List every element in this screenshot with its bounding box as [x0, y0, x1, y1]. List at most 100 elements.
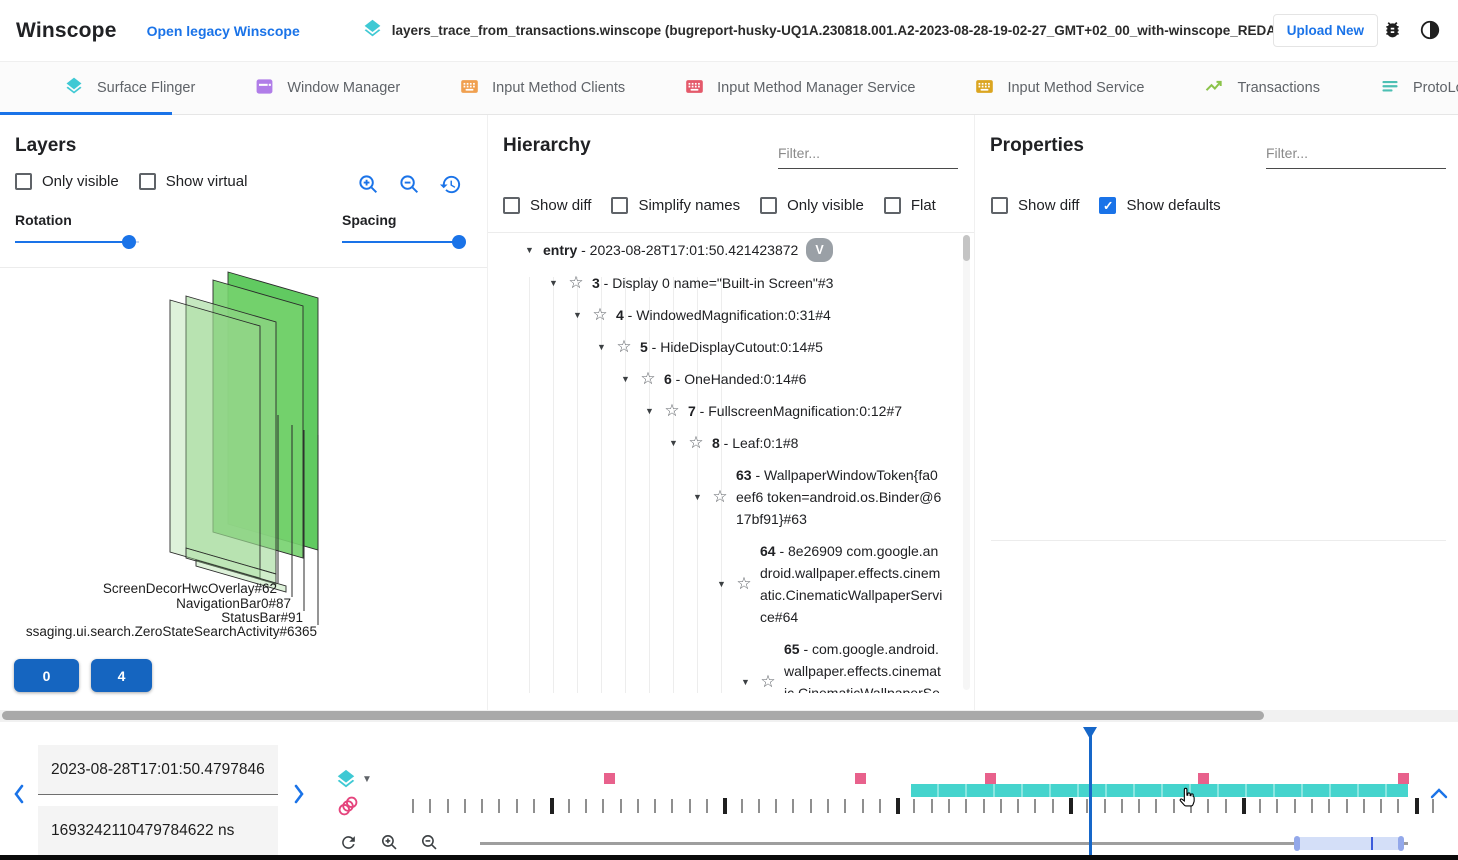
timeline-tick: [965, 799, 968, 813]
pin-star-icon[interactable]: ☆: [688, 433, 704, 452]
expand-arrow-icon[interactable]: ▼: [621, 374, 630, 384]
checkbox-box[interactable]: [15, 173, 32, 190]
refresh-icon[interactable]: [339, 833, 358, 857]
reset-view-icon[interactable]: [439, 173, 462, 196]
checkbox-box[interactable]: [611, 197, 629, 214]
transition-event-marker[interactable]: [604, 773, 615, 784]
trace-selector-dropdown-icon[interactable]: ▼: [362, 774, 372, 785]
tab-input-method-service[interactable]: Input Method Service: [945, 62, 1174, 114]
pin-star-icon[interactable]: ☆: [616, 337, 632, 356]
open-legacy-link[interactable]: Open legacy Winscope: [146, 22, 300, 39]
next-entry-arrow[interactable]: [292, 782, 306, 806]
tree-node-entry[interactable]: ▼ entry - 2023-08-28T17:01:50.421423872 V: [503, 233, 943, 267]
hierarchy-scrollbar[interactable]: [963, 235, 970, 690]
timeline-tick: [878, 799, 881, 813]
only-visible-checkbox[interactable]: Only visible: [15, 173, 119, 190]
expand-arrow-icon[interactable]: ▼: [717, 579, 726, 589]
properties-filter-input[interactable]: Filter...: [1266, 145, 1446, 169]
tree-node-label: 4 - WindowedMagnification:0:31#4: [616, 307, 831, 323]
transition-event-marker[interactable]: [985, 773, 996, 784]
tree-node-3[interactable]: ▼ ☆ 3 - Display 0 name="Built-in Screen"#3: [503, 267, 943, 299]
transition-event-marker[interactable]: [855, 773, 866, 784]
expand-arrow-icon[interactable]: ▼: [597, 342, 606, 352]
pin-star-icon[interactable]: ☆: [640, 369, 656, 388]
expand-arrow-icon[interactable]: ▼: [645, 406, 654, 416]
only-visible-checkbox[interactable]: Only visible: [760, 197, 864, 214]
spacing-slider[interactable]: [342, 235, 466, 249]
tab-transactions[interactable]: Transactions: [1174, 62, 1349, 114]
checkbox-box[interactable]: [991, 197, 1008, 214]
expand-arrow-icon[interactable]: ▼: [741, 677, 750, 687]
upload-new-button[interactable]: Upload New: [1272, 14, 1378, 47]
tree-node-5[interactable]: ▼ ☆ 5 - HideDisplayCutout:0:14#5: [503, 331, 943, 363]
spacing-slider-thumb[interactable]: [452, 235, 466, 249]
timeline-tick: [515, 799, 518, 813]
checkbox-box[interactable]: [883, 197, 901, 214]
flat-checkbox[interactable]: Flat: [883, 197, 936, 214]
bug-report-icon[interactable]: [1382, 19, 1405, 42]
tab-protolog[interactable]: ProtoLog: [1350, 62, 1458, 114]
expand-arrow-icon[interactable]: ▼: [693, 492, 702, 502]
zoom-range-selection[interactable]: [1297, 837, 1401, 850]
show-diff-checkbox[interactable]: Show diff: [503, 197, 591, 214]
pin-star-icon[interactable]: ☆: [664, 401, 680, 420]
zoom-range-handle-left[interactable]: [1294, 836, 1300, 851]
expand-arrow-icon[interactable]: ▼: [525, 245, 534, 255]
tree-node-6[interactable]: ▼ ☆ 6 - OneHanded:0:14#6: [503, 363, 943, 395]
tree-node-65[interactable]: ▼ ☆ 65 - com.google.android.wallpaper.effe…: [503, 633, 943, 693]
dark-mode-toggle-icon[interactable]: [1419, 19, 1442, 42]
transition-event-marker[interactable]: [1398, 773, 1409, 784]
pin-star-icon[interactable]: ☆: [760, 672, 776, 691]
tree-node-63[interactable]: ▼ ☆ 63 - WallpaperWindowToken{fa0eef6 toke…: [503, 459, 943, 535]
timeline-cursor[interactable]: [1089, 727, 1092, 855]
horizontal-scrollbar[interactable]: [0, 710, 1458, 722]
pin-star-icon[interactable]: ☆: [592, 305, 608, 324]
show-virtual-checkbox[interactable]: Show virtual: [138, 173, 247, 190]
zoom-out-icon[interactable]: [398, 173, 421, 196]
tree-node-7[interactable]: ▼ ☆ 7 - FullscreenMagnification:0:12#7: [503, 395, 943, 427]
tree-node-8[interactable]: ▼ ☆ 8 - Leaf:0:1#8: [503, 427, 943, 459]
timeline-zoom-out-icon[interactable]: [420, 833, 439, 857]
expand-arrow-icon[interactable]: ▼: [573, 310, 582, 320]
tab-input-method-clients[interactable]: Input Method Clients: [430, 62, 655, 114]
layers-3d-view[interactable]: [0, 268, 487, 648]
tab-surface-flinger[interactable]: Surface Flinger: [34, 62, 225, 114]
zoom-range-handle-right[interactable]: [1398, 836, 1404, 851]
transition-event-marker[interactable]: [1198, 773, 1209, 784]
zoom-in-icon[interactable]: [357, 173, 380, 196]
zoom-range-track[interactable]: [480, 842, 1408, 845]
rotation-slider-thumb[interactable]: [122, 235, 136, 249]
surface-flinger-trace-bar[interactable]: [911, 784, 1408, 797]
prev-entry-arrow[interactable]: [12, 782, 26, 806]
transitions-trace-icon[interactable]: [337, 795, 359, 822]
tree-node-64[interactable]: ▼ ☆ 64 - 8e26909 com.google.android.wallpa…: [503, 535, 943, 633]
tab-window-manager[interactable]: Window Manager: [225, 62, 430, 114]
show-diff-checkbox[interactable]: Show diff: [991, 197, 1079, 214]
expand-arrow-icon[interactable]: ▼: [549, 278, 558, 288]
pin-star-icon[interactable]: ☆: [712, 487, 728, 506]
surface-flinger-trace-icon[interactable]: [335, 768, 357, 795]
layer-3d-label: NavigationBar0#87: [176, 596, 291, 611]
show-defaults-checkbox[interactable]: Show defaults: [1099, 197, 1221, 214]
layer-id-button-4[interactable]: 4: [91, 659, 152, 692]
tab-input-method-manager-service[interactable]: Input Method Manager Service: [655, 62, 945, 114]
layer-id-button-0[interactable]: 0: [14, 659, 79, 692]
tree-node-4[interactable]: ▼ ☆ 4 - WindowedMagnification:0:31#4: [503, 299, 943, 331]
horizontal-scrollbar-thumb[interactable]: [2, 711, 1264, 720]
timestamp-human-input[interactable]: 2023-08-28T17:01:50.4797846: [38, 745, 278, 795]
checkbox-box[interactable]: [760, 197, 778, 214]
collapse-timeline-icon[interactable]: [1430, 786, 1448, 804]
expand-arrow-icon[interactable]: ▼: [669, 438, 678, 448]
timeline-tick: [1207, 799, 1210, 813]
hierarchy-filter-input[interactable]: Filter...: [778, 145, 958, 169]
timestamp-ns-input[interactable]: 1693242110479784622 ns: [38, 806, 278, 856]
pin-star-icon[interactable]: ☆: [736, 574, 752, 593]
checkbox-box[interactable]: [138, 173, 156, 190]
checkbox-box[interactable]: [503, 197, 520, 214]
timeline-tick: [947, 799, 950, 813]
timeline-zoom-in-icon[interactable]: [380, 833, 399, 857]
pin-star-icon[interactable]: ☆: [568, 273, 584, 292]
checkbox-box[interactable]: [1099, 197, 1117, 214]
simplify-names-checkbox[interactable]: Simplify names: [611, 197, 740, 214]
rotation-slider[interactable]: [15, 235, 139, 249]
